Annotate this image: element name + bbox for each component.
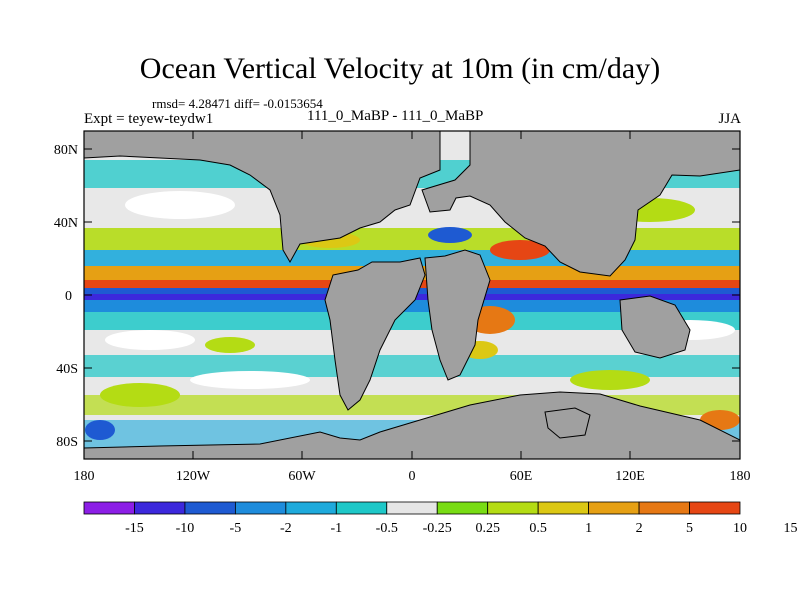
colorbar-swatch <box>588 501 640 515</box>
lon-label: 60E <box>510 469 533 484</box>
land-masses <box>84 131 740 459</box>
lon-label: 180 <box>730 469 751 484</box>
colorbar-label: 2 <box>636 521 643 536</box>
colorbar-label: -0.5 <box>376 521 398 536</box>
colorbar-label: -10 <box>176 521 195 536</box>
lat-label: 80N <box>54 143 78 158</box>
colorbar-label: 0.25 <box>475 521 500 536</box>
experiment-label: Expt = teyew-teydw1 <box>84 111 214 127</box>
lon-label: 180 <box>74 469 95 484</box>
colorbar-swatch <box>134 501 186 515</box>
colorbar-label: -15 <box>125 521 144 536</box>
colorbar-swatch <box>83 501 135 515</box>
colorbar-label: 1 <box>585 521 592 536</box>
colorbar-swatch <box>335 501 388 515</box>
lon-label: 120E <box>615 469 645 484</box>
lat-axis: 80N 40N 0 40S 80S <box>54 143 740 450</box>
colorbar-label: 10 <box>733 521 747 536</box>
colorbar-label: -5 <box>230 521 242 536</box>
lon-label: 120W <box>176 469 211 484</box>
season-label: JJA <box>718 111 741 127</box>
lat-label: 0 <box>65 289 72 304</box>
colorbar: -15 -10 -5 -2 -1 -0.5 -0.25 0.25 0.5 1 2 5 10 15 <box>83 501 797 536</box>
stats-line: rmsd= 4.28471 diff= -0.0153654 <box>152 96 323 111</box>
map-field <box>84 131 740 459</box>
lon-label: 60W <box>288 469 316 484</box>
lon-label: 0 <box>409 469 416 484</box>
lon-axis: 180 120W 60W 0 60E 120E 180 <box>74 131 751 484</box>
colorbar-label: 15 <box>783 521 797 536</box>
colorbar-swatch <box>537 501 590 515</box>
lat-label: 80S <box>56 435 78 450</box>
colorbar-swatch <box>487 501 539 515</box>
colorbar-swatch <box>234 501 287 515</box>
colorbar-swatch <box>184 501 236 515</box>
colorbar-label: -2 <box>280 521 292 536</box>
lat-label: 40N <box>54 216 78 231</box>
case-label: 111_0_MaBP - 111_0_MaBP <box>307 108 484 124</box>
colorbar-label: -0.25 <box>423 521 452 536</box>
lat-label: 40S <box>56 362 78 377</box>
colorbar-swatch <box>285 501 337 515</box>
colorbar-label: 5 <box>686 521 693 536</box>
colorbar-swatch <box>689 501 741 515</box>
colorbar-label: 0.5 <box>529 521 547 536</box>
plot-title: Ocean Vertical Velocity at 10m (in cm/da… <box>139 52 661 85</box>
colorbar-swatch <box>436 501 489 515</box>
colorbar-label: -1 <box>330 521 342 536</box>
colorbar-swatch <box>386 501 438 515</box>
colorbar-swatch <box>638 501 690 515</box>
